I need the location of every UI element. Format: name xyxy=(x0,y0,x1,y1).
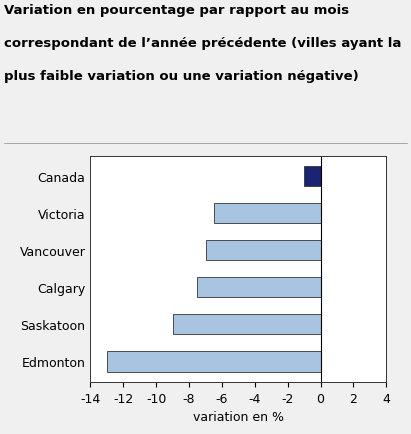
X-axis label: variation en %: variation en % xyxy=(193,410,284,423)
Bar xyxy=(173,314,321,335)
Bar xyxy=(197,277,321,298)
Bar xyxy=(214,204,321,224)
Bar xyxy=(107,352,321,372)
Bar xyxy=(304,167,321,187)
Text: Variation en pourcentage par rapport au mois: Variation en pourcentage par rapport au … xyxy=(4,4,349,17)
Bar xyxy=(206,240,321,261)
Text: plus faible variation ou une variation négative): plus faible variation ou une variation n… xyxy=(4,69,359,82)
Text: correspondant de l’année précédente (villes ayant la: correspondant de l’année précédente (vil… xyxy=(4,37,402,50)
